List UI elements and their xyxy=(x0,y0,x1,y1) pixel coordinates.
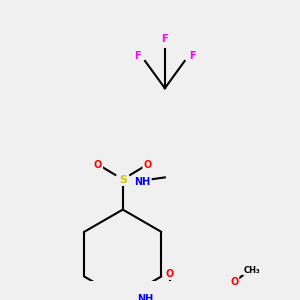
Text: F: F xyxy=(161,34,168,44)
Text: NH: NH xyxy=(134,177,151,187)
Text: F: F xyxy=(134,51,141,61)
Text: O: O xyxy=(143,160,152,170)
Text: O: O xyxy=(166,269,174,279)
Text: NH: NH xyxy=(137,294,153,300)
Text: O: O xyxy=(94,160,102,170)
Text: S: S xyxy=(119,175,127,185)
Text: F: F xyxy=(189,51,195,61)
Text: O: O xyxy=(230,278,238,287)
Text: CH₃: CH₃ xyxy=(243,266,260,274)
